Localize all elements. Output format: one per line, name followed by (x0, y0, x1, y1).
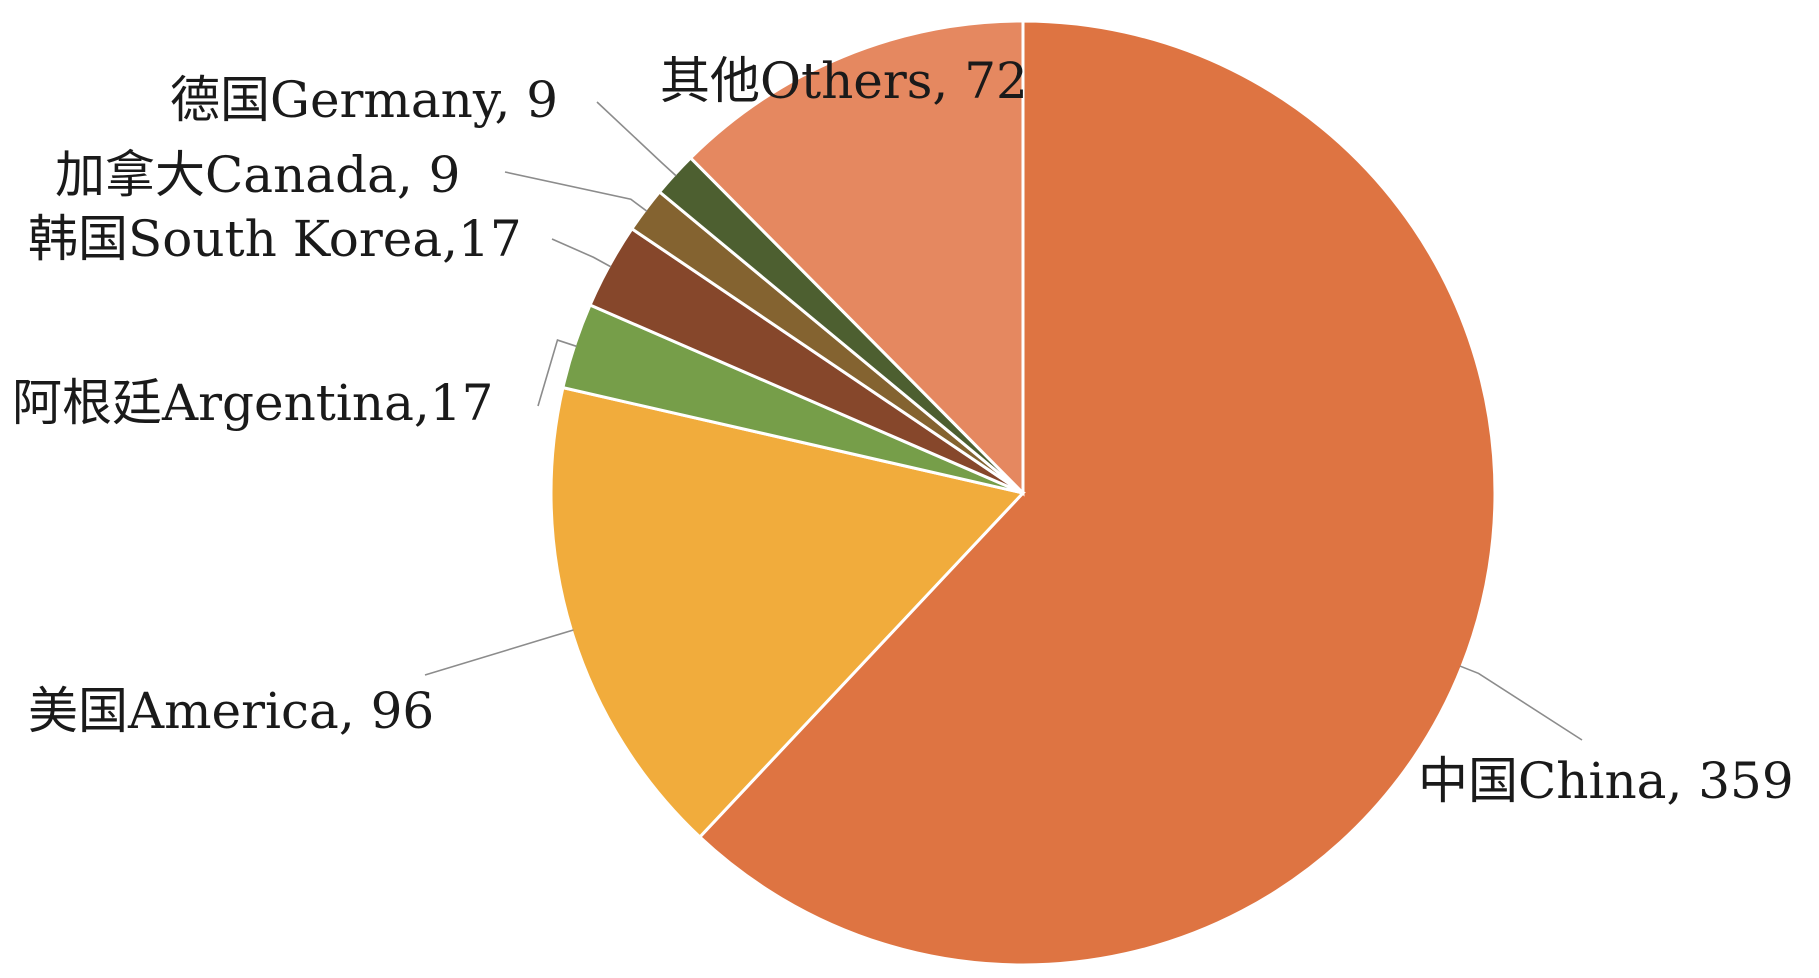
leader-line-0 (1459, 665, 1583, 741)
slice-label-1: 美国America, 96 (28, 682, 434, 740)
slice-label-2: 阿根廷Argentina,17 (12, 374, 493, 432)
leader-lines-layer (424, 101, 1583, 741)
slice-label-6: 其他Others, 72 (660, 52, 1028, 110)
slice-label-0: 中国China, 359 (1418, 752, 1794, 810)
slice-labels-layer: 中国China, 359 美国America, 96 阿根廷Argentina,17… (12, 52, 1794, 810)
leader-line-3 (551, 238, 612, 268)
slices-layer (549, 19, 1497, 967)
slice-label-3: 韩国South Korea,17 (28, 210, 522, 268)
slice-label-5: 德国Germany, 9 (170, 71, 558, 129)
leader-line-4 (504, 171, 648, 212)
leader-line-1 (424, 629, 574, 676)
leader-line-2 (537, 339, 577, 407)
slice-label-4: 加拿大Canada, 9 (55, 146, 461, 204)
pie-slice-6 (688, 19, 1025, 497)
leader-line-5 (596, 101, 677, 177)
